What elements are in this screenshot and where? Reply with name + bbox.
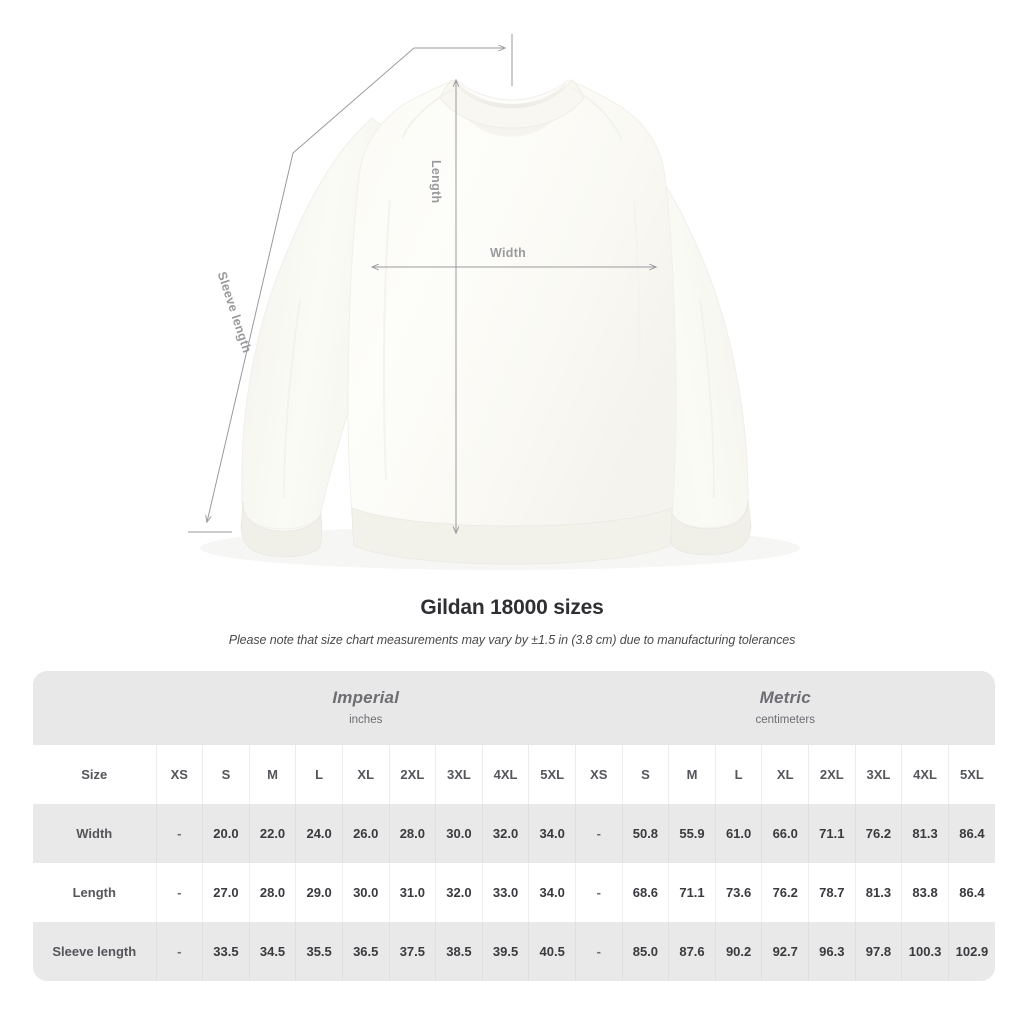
cell-sleeve-length-metric-4xl: 100.3 — [901, 922, 949, 981]
table-row: Sleeve length -33.5 34.5 35.5 36.5 37.5 38.5 39… — [33, 922, 995, 981]
cell-length-imperial-xs: - — [155, 863, 203, 922]
cell-width-metric-3xl: 76.2 — [854, 804, 902, 863]
size-header-cell-imperial-4xl: 4XL — [481, 745, 529, 804]
unit-header-spacer — [33, 671, 156, 745]
cell-width-metric-xs: - — [574, 804, 623, 863]
size-header-row: Size XS S M L XL 2XL 3XL 4XL 5XL XS S M L XL 2XL 3XL 4XL 5… — [33, 745, 995, 804]
measurement-label-width: Width — [33, 804, 156, 863]
cell-sleeve-length-metric-l: 90.2 — [714, 922, 762, 981]
table-row: Width -20.0 22.0 24.0 26.0 28.0 30.0 32.0 34.0-5… — [33, 804, 995, 863]
unit-name: Imperial — [332, 688, 400, 708]
cell-length-imperial-m: 28.0 — [248, 863, 296, 922]
size-header-cell-metric-4xl: 4XL — [901, 745, 949, 804]
size-chart-table: Imperial inches Metric centimeters Size XS S M L… — [33, 671, 995, 981]
unit-header-metric: Metric centimeters — [575, 671, 995, 745]
cell-length-metric-5xl: 86.4 — [947, 863, 995, 922]
cell-sleeve-length-metric-m: 87.6 — [668, 922, 716, 981]
cell-width-metric-4xl: 81.3 — [901, 804, 949, 863]
size-header-cell-imperial-xl: XL — [341, 745, 390, 804]
cell-width-metric-5xl: 86.4 — [947, 804, 995, 863]
unit-header-row: Imperial inches Metric centimeters — [33, 671, 995, 745]
size-header-cell-imperial-xs: XS — [155, 745, 203, 804]
page-title: Gildan 18000 sizes — [420, 596, 604, 619]
cell-length-metric-m: 71.1 — [668, 863, 716, 922]
cell-sleeve-length-metric-5xl: 102.9 — [947, 922, 995, 981]
cell-width-metric-s: 50.8 — [621, 804, 669, 863]
cell-length-imperial-2xl: 31.0 — [388, 863, 436, 922]
width-dimension-label: Width — [490, 246, 527, 260]
cell-width-metric-m: 55.9 — [668, 804, 716, 863]
measurement-label-sleeve-length: Sleeve length — [33, 922, 156, 981]
cell-width-imperial-3xl: 30.0 — [435, 804, 483, 863]
size-header-cell-imperial-s: S — [202, 745, 250, 804]
cell-length-imperial-l: 29.0 — [295, 863, 343, 922]
size-header-cell-metric-xl: XL — [761, 745, 809, 804]
cell-width-imperial-5xl: 34.0 — [528, 804, 576, 863]
cell-sleeve-length-imperial-l: 35.5 — [295, 922, 343, 981]
cell-sleeve-length-imperial-s: 33.5 — [202, 922, 250, 981]
measurement-label-length: Length — [33, 863, 156, 922]
shoulder-guide — [414, 34, 513, 86]
size-column-header: Size — [33, 745, 156, 804]
cell-sleeve-length-imperial-4xl: 39.5 — [481, 922, 529, 981]
cell-width-metric-xl: 66.0 — [761, 804, 809, 863]
cell-length-metric-xs: - — [574, 863, 623, 922]
table-row: Length -27.0 28.0 29.0 30.0 31.0 32.0 33.0 34.0-… — [33, 863, 995, 922]
sweatshirt-diagram — [188, 34, 752, 565]
size-header-cell-metric-3xl: 3XL — [854, 745, 902, 804]
cell-sleeve-length-imperial-xl: 36.5 — [341, 922, 390, 981]
sleeve-length-guide — [188, 47, 415, 533]
cell-length-metric-s: 68.6 — [621, 863, 669, 922]
size-header-cell-imperial-m: M — [248, 745, 296, 804]
cell-sleeve-length-metric-3xl: 97.8 — [854, 922, 902, 981]
cell-sleeve-length-imperial-xs: - — [155, 922, 203, 981]
cell-sleeve-length-metric-2xl: 96.3 — [808, 922, 856, 981]
size-header-cell-imperial-l: L — [295, 745, 343, 804]
cell-width-imperial-2xl: 28.0 — [388, 804, 436, 863]
size-chart-table-container: Imperial inches Metric centimeters Size XS S M L… — [33, 671, 995, 981]
cell-sleeve-length-imperial-5xl: 40.5 — [528, 922, 576, 981]
unit-subtitle: centimeters — [755, 714, 815, 727]
cell-length-metric-l: 73.6 — [714, 863, 762, 922]
cell-sleeve-length-imperial-2xl: 37.5 — [388, 922, 436, 981]
cell-width-imperial-l: 24.0 — [295, 804, 343, 863]
cell-width-metric-l: 61.0 — [714, 804, 762, 863]
garment-illustration: Length Width Sleeve length — [188, 34, 752, 565]
size-header-cell-metric-s: S — [621, 745, 669, 804]
size-header-cell-metric-xs: XS — [574, 745, 623, 804]
size-header-cell-metric-5xl: 5XL — [947, 745, 995, 804]
cell-length-imperial-xl: 30.0 — [341, 863, 390, 922]
cell-length-imperial-5xl: 34.0 — [528, 863, 576, 922]
size-header-cell-imperial-2xl: 2XL — [388, 745, 436, 804]
cell-width-imperial-m: 22.0 — [248, 804, 296, 863]
cell-width-imperial-s: 20.0 — [202, 804, 250, 863]
cell-width-imperial-xl: 26.0 — [341, 804, 390, 863]
cell-sleeve-length-imperial-m: 34.5 — [248, 922, 296, 981]
cell-length-imperial-3xl: 32.0 — [435, 863, 483, 922]
cell-length-imperial-s: 27.0 — [202, 863, 250, 922]
unit-name: Metric — [759, 688, 811, 708]
cell-length-metric-xl: 76.2 — [761, 863, 809, 922]
size-header-cell-imperial-3xl: 3XL — [435, 745, 483, 804]
size-header-cell-metric-m: M — [668, 745, 716, 804]
unit-header-imperial: Imperial inches — [156, 671, 576, 745]
cell-length-metric-3xl: 81.3 — [854, 863, 902, 922]
cell-length-imperial-4xl: 33.0 — [481, 863, 529, 922]
title-block: Gildan 18000 sizes Please note that size… — [0, 596, 1024, 647]
size-header-cell-metric-2xl: 2XL — [808, 745, 856, 804]
size-header-cell-imperial-5xl: 5XL — [528, 745, 576, 804]
cell-sleeve-length-imperial-3xl: 38.5 — [435, 922, 483, 981]
cell-width-metric-2xl: 71.1 — [808, 804, 856, 863]
cell-width-imperial-4xl: 32.0 — [481, 804, 529, 863]
cell-sleeve-length-metric-xs: - — [574, 922, 623, 981]
cell-sleeve-length-metric-xl: 92.7 — [761, 922, 809, 981]
unit-subtitle: inches — [349, 714, 383, 727]
length-dimension-label: Length — [429, 160, 443, 204]
cell-sleeve-length-metric-s: 85.0 — [621, 922, 669, 981]
tolerance-note: Please note that size chart measurements… — [228, 633, 796, 647]
cell-length-metric-2xl: 78.7 — [808, 863, 856, 922]
cell-width-imperial-xs: - — [155, 804, 203, 863]
cell-length-metric-4xl: 83.8 — [901, 863, 949, 922]
size-header-cell-metric-l: L — [714, 745, 762, 804]
